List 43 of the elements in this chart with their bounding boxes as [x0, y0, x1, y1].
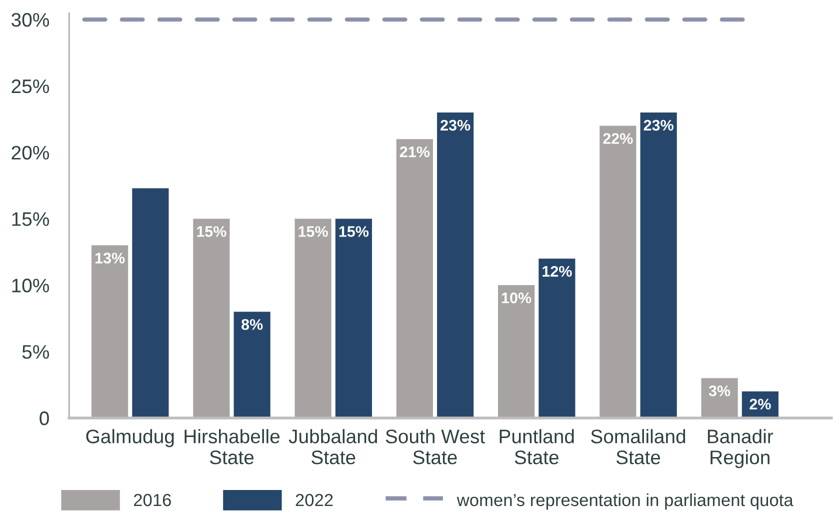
legend-label: women’s representation in parliament quota — [456, 493, 794, 510]
x-tick-label: Jubbaland State — [288, 429, 377, 464]
x-tick-label: Puntland State — [500, 429, 574, 464]
x-tick-label: Somaliland State — [591, 429, 686, 464]
y-tick-label: 30% — [12, 13, 50, 27]
data-label: 13% — [95, 252, 125, 264]
bar — [396, 139, 433, 418]
x-tick-label: Galmudug — [86, 429, 174, 448]
data-label: 15% — [339, 226, 369, 237]
data-label: 23% — [440, 120, 470, 131]
legend-label: 2016 — [134, 494, 171, 506]
data-label: 10% — [502, 292, 532, 304]
data-label: 15% — [197, 226, 226, 237]
bar — [640, 112, 677, 418]
legend-label: 2022 — [296, 494, 333, 506]
data-label: 3% — [708, 385, 730, 396]
y-tick-label: 20% — [12, 146, 50, 160]
x-tick-label: Hirshabelle State — [184, 429, 280, 464]
bar — [437, 112, 474, 418]
x-tick-label: Banadir Region — [708, 429, 774, 468]
data-label: 15% — [298, 226, 328, 237]
data-label: 2% — [750, 398, 771, 410]
y-tick-label: 5% — [22, 345, 50, 359]
bar — [538, 258, 576, 418]
bar — [600, 126, 636, 418]
bar — [701, 378, 738, 418]
y-tick-label: 10% — [12, 278, 50, 292]
bar — [294, 218, 332, 418]
bar — [91, 245, 128, 418]
data-label: 23% — [644, 120, 674, 131]
y-tick-label: 25% — [12, 79, 50, 94]
y-tick-label: 0 — [40, 411, 49, 426]
bar — [498, 285, 535, 418]
bar — [234, 312, 270, 418]
data-label: 12% — [542, 266, 572, 277]
bar — [193, 218, 230, 418]
data-label: 22% — [603, 133, 633, 144]
bar — [335, 218, 372, 418]
x-tick-label: South West State — [386, 429, 485, 464]
data-label: 8% — [242, 319, 263, 330]
data-label: 21% — [400, 146, 430, 158]
y-tick-label: 15% — [12, 212, 50, 226]
bar — [132, 188, 169, 418]
